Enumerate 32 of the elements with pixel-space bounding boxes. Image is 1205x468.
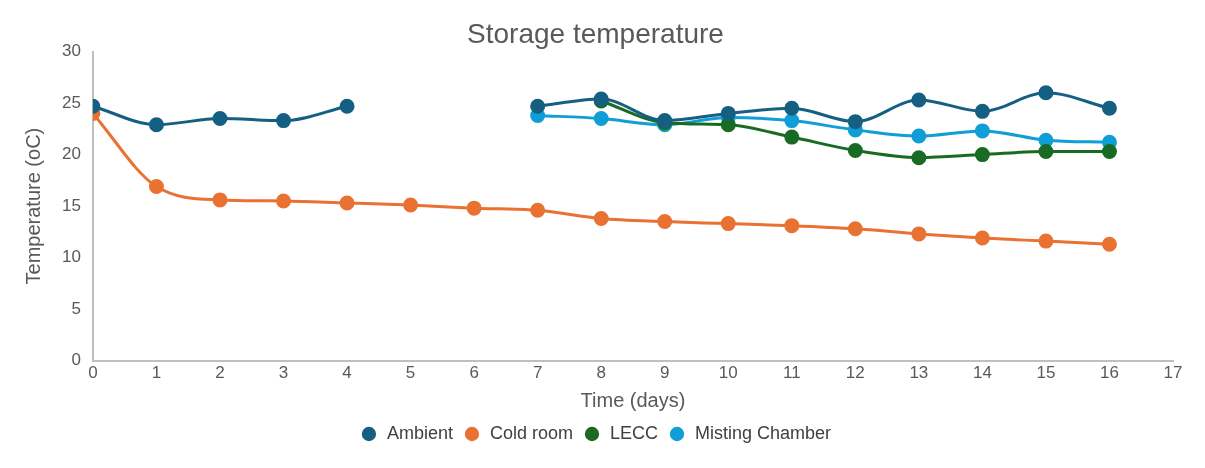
x-tick-label: 15	[1036, 363, 1056, 383]
x-tick-label: 4	[342, 363, 352, 383]
x-tick-label: 13	[909, 363, 929, 383]
y-axis-title: Temperature (oC)	[21, 127, 44, 285]
x-tick-label: 7	[532, 363, 543, 383]
chart-title: Storage temperature	[467, 17, 724, 49]
x-tick-label: 11	[782, 363, 801, 383]
legend-label: Cold room	[489, 422, 573, 443]
y-tick-label: 15	[61, 195, 81, 215]
x-tick-label: 12	[845, 363, 865, 383]
y-tick-label: 30	[61, 41, 81, 61]
x-tick-label: 10	[718, 363, 738, 383]
legend-label: Ambient	[386, 422, 453, 443]
x-tick-label: 17	[1163, 363, 1183, 383]
x-tick-label: 8	[596, 363, 606, 383]
x-tick-label: 0	[88, 363, 98, 383]
x-axis-title: Time (days)	[580, 388, 686, 411]
x-tick-label: 9	[659, 363, 670, 383]
y-tick-label: 20	[61, 144, 81, 164]
y-tick-label: 25	[61, 92, 81, 112]
x-tick-label: 3	[278, 363, 289, 383]
legend-label: LECC	[610, 422, 659, 443]
legend-label: Misting Chamber	[695, 422, 832, 443]
x-tick-label: 6	[469, 363, 479, 383]
y-tick-label: 5	[71, 298, 81, 318]
x-tick-label: 5	[405, 363, 416, 383]
x-tick-label: 16	[1100, 363, 1119, 383]
x-tick-label: 2	[215, 363, 225, 383]
y-tick-label: 0	[71, 350, 81, 370]
y-tick-label: 10	[61, 247, 81, 267]
x-tick-label: 14	[972, 363, 992, 383]
x-tick-label: 1	[151, 363, 162, 383]
